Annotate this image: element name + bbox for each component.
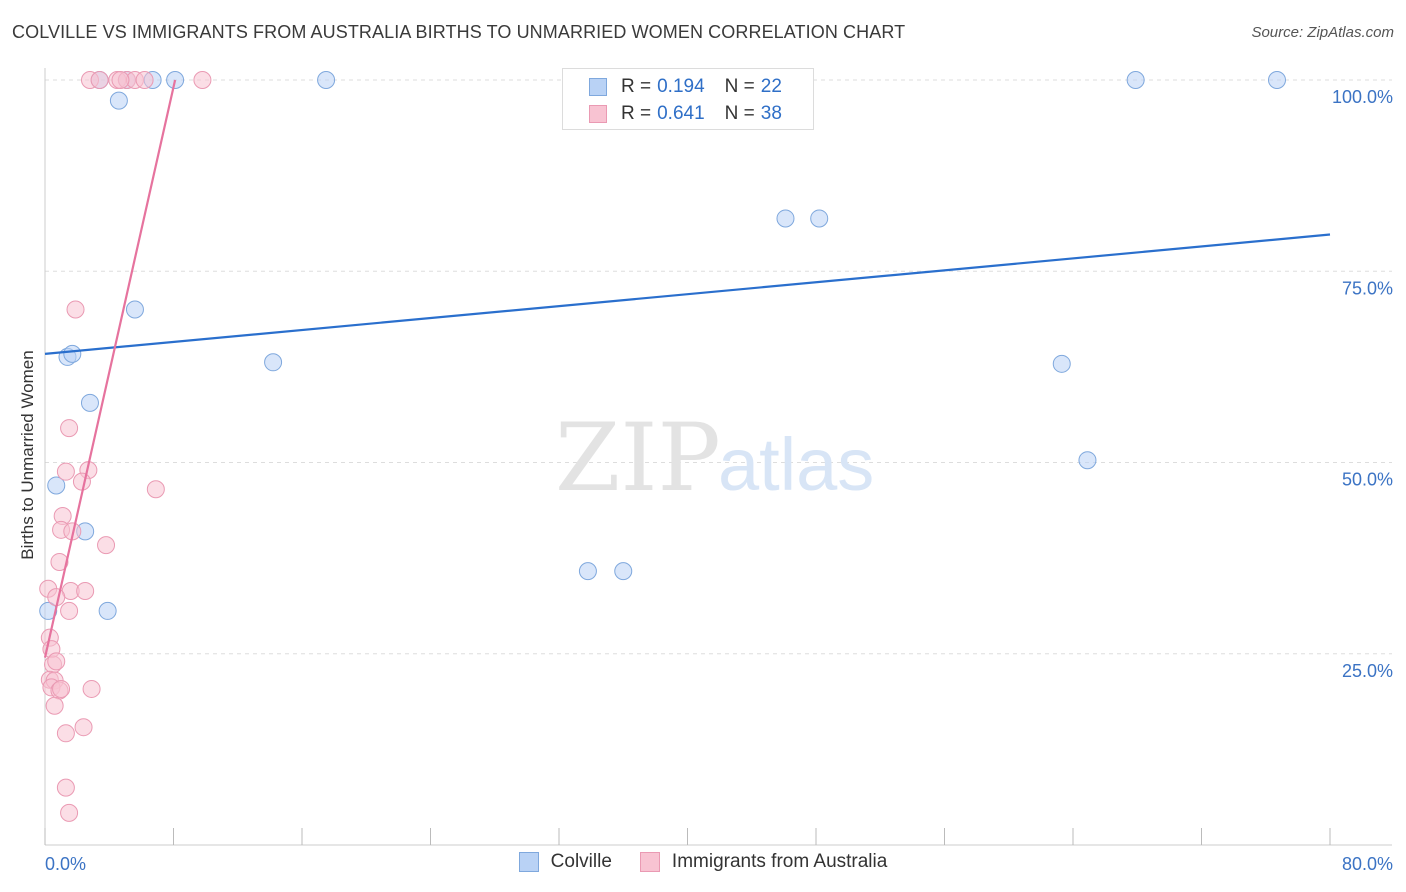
data-point-australia: [50, 552, 69, 571]
y-tick-label: 75.0%: [1342, 278, 1393, 298]
data-point-australia: [111, 71, 130, 89]
data-point-colville: [80, 393, 99, 412]
data-point-australia: [66, 300, 85, 319]
trend-line-australia: [43, 79, 177, 658]
data-point-colville: [98, 601, 117, 620]
series-legend-australia[interactable]: Immigrants from Australia: [639, 851, 888, 873]
chart-title: COLVILLE VS IMMIGRANTS FROM AUSTRALIA BI…: [12, 22, 906, 42]
legend-swatch-colville: [589, 78, 607, 96]
data-point-colville: [264, 353, 283, 372]
data-point-australia: [45, 696, 64, 715]
data-point-colville: [47, 476, 66, 495]
data-point-colville: [39, 601, 58, 620]
data-point-colville: [125, 300, 144, 319]
legend-n-label: N =: [724, 76, 755, 97]
series-legend-colville[interactable]: Colville: [518, 851, 612, 873]
data-point-colville: [63, 344, 82, 363]
y-tick-label: 25.0%: [1342, 661, 1393, 681]
data-point-australia: [82, 679, 101, 698]
legend-r-label: R =: [621, 76, 652, 97]
trend-line-colville: [44, 233, 1331, 355]
data-point-australia: [146, 480, 165, 499]
y-tick-label: 50.0%: [1342, 470, 1393, 490]
series-label-australia: Immigrants from Australia: [671, 851, 888, 872]
data-point-colville: [317, 71, 336, 89]
data-point-colville: [614, 562, 633, 581]
legend-row-australia: R = 0.641 N = 38: [589, 102, 782, 126]
data-point-australia: [72, 472, 91, 491]
legend-n-value: 38: [760, 103, 782, 124]
legend-r-value: 0.641: [657, 103, 705, 124]
watermark-zip: ZIP: [555, 404, 721, 513]
data-point-australia: [97, 536, 116, 555]
x-tick-label: 80.0%: [1342, 854, 1393, 874]
data-point-australia: [135, 71, 154, 89]
data-point-australia: [52, 679, 71, 698]
data-point-colville: [578, 562, 597, 581]
source-credit: Source: ZipAtlas.com: [1251, 24, 1394, 41]
series-swatch-colville: [518, 852, 539, 872]
data-point-australia: [60, 601, 79, 620]
legend-row-colville: R = 0.194 N = 22: [589, 75, 782, 99]
data-point-australia: [56, 724, 75, 743]
legend-n-label: N =: [724, 103, 755, 124]
legend-swatch-australia: [589, 105, 607, 123]
x-tick-label: 0.0%: [45, 854, 86, 874]
data-point-colville: [1078, 451, 1097, 470]
watermark: ZIP atlas: [555, 404, 874, 513]
y-axis-title: Births to Unmarried Women: [18, 350, 37, 560]
legend-r-label: R =: [621, 103, 652, 124]
y-tick-label: 100.0%: [1332, 87, 1393, 107]
data-point-australia: [60, 803, 79, 822]
data-point-australia: [56, 462, 75, 481]
data-point-colville: [1267, 71, 1286, 89]
legend-r-value: 0.194: [657, 76, 705, 97]
data-point-colville: [1126, 71, 1145, 89]
data-point-australia: [56, 778, 75, 797]
series-legend: Colville Immigrants from Australia: [0, 851, 1406, 873]
data-point-colville: [776, 209, 795, 228]
data-point-australia: [60, 419, 79, 438]
data-point-colville: [810, 209, 829, 228]
correlation-legend: R = 0.194 N = 22 R = 0.641 N = 38: [562, 68, 814, 130]
data-point-australia: [193, 71, 212, 89]
data-point-australia: [90, 71, 109, 89]
watermark-atlas: atlas: [718, 423, 874, 506]
series-label-colville: Colville: [550, 851, 612, 872]
data-point-australia: [47, 652, 66, 671]
data-point-colville: [1052, 354, 1071, 373]
data-point-australia: [76, 582, 95, 601]
data-point-australia: [74, 718, 93, 737]
series-swatch-australia: [639, 852, 660, 872]
legend-n-value: 22: [760, 76, 782, 97]
data-point-colville: [109, 91, 128, 110]
